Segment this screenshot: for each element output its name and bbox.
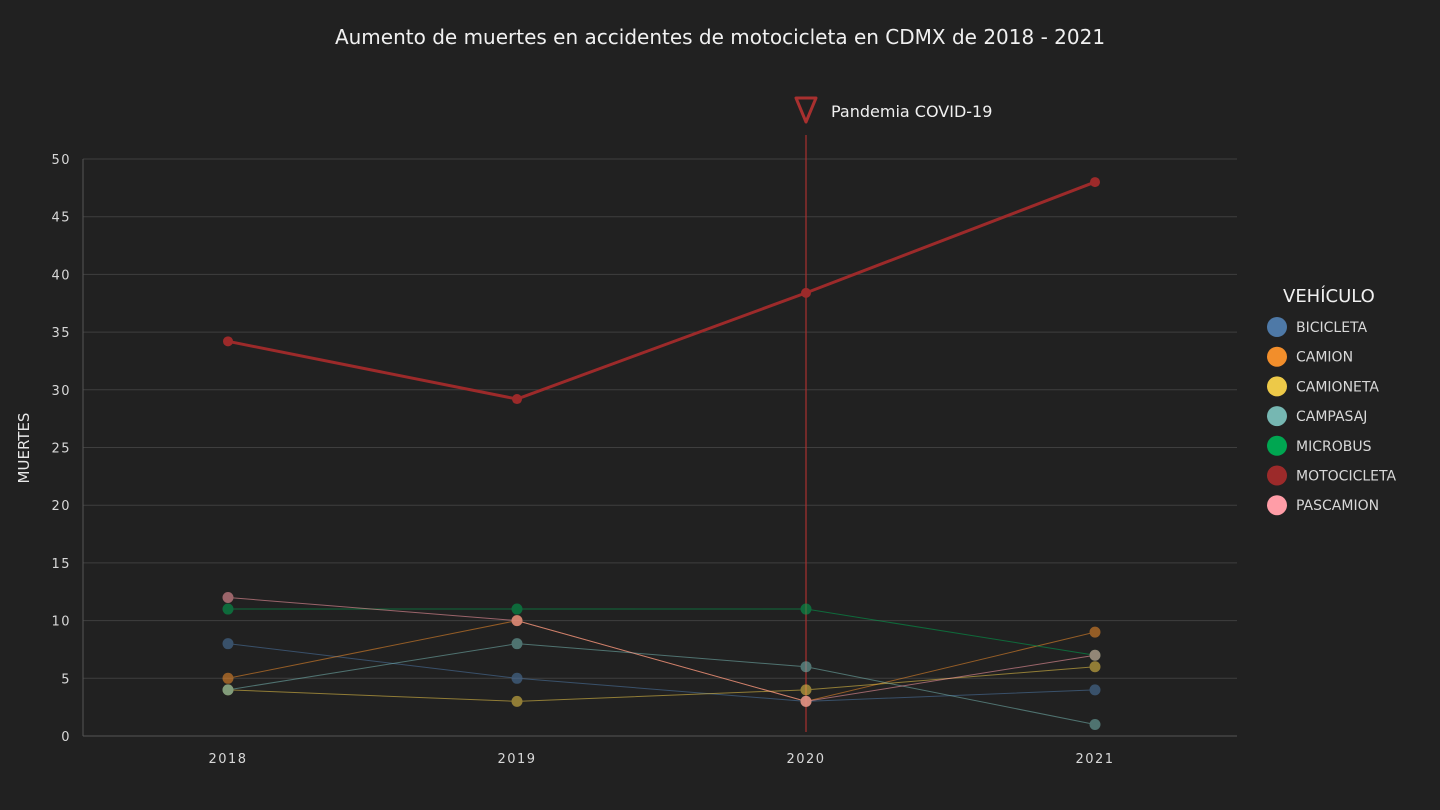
data-point [222, 684, 234, 696]
y-tick-label: 25 [51, 442, 71, 457]
data-point [801, 287, 811, 298]
y-axis-title: MUERTES [15, 413, 33, 484]
y-tick-label: 5 [61, 672, 71, 687]
annotation-label: Pandemia COVID-19 [831, 102, 992, 121]
legend-item-label: PASCAMION [1296, 498, 1379, 514]
data-point [511, 672, 523, 684]
x-tick-label: 2020 [786, 752, 825, 767]
legend-item-label: CAMIONETA [1296, 379, 1379, 395]
data-point [223, 336, 233, 347]
legend-swatch [1267, 435, 1287, 456]
data-point [800, 695, 812, 707]
data-point [511, 603, 523, 615]
legend-swatch [1267, 495, 1287, 516]
data-point [512, 394, 522, 405]
legend: VEHÍCULO BICICLETA CAMION CAMIONETA CAMPASA… [1267, 285, 1396, 516]
data-point [1089, 661, 1101, 673]
data-point [1089, 649, 1101, 661]
data-point [800, 684, 812, 696]
data-point [1089, 718, 1101, 730]
legend-item-label: BICICLETA [1296, 320, 1368, 336]
series-line [227, 643, 1096, 725]
data-point [222, 638, 234, 650]
data-point [511, 695, 523, 707]
grid: 0 5 10 15 20 25 30 35 40 45 50 2018 2019 2020 2021 [51, 153, 1237, 767]
series-line [227, 597, 1096, 702]
x-tick-label: 2021 [1075, 752, 1114, 767]
y-tick-label: 35 [51, 326, 71, 341]
y-tick-label: 20 [51, 499, 71, 514]
legend-swatch [1267, 465, 1287, 486]
y-tick-label: 30 [51, 384, 71, 399]
data-point [222, 603, 234, 615]
y-tick-label: 45 [51, 211, 71, 226]
legend-swatch [1267, 317, 1287, 337]
legend-swatch [1267, 346, 1287, 367]
legend-title: VEHÍCULO [1283, 285, 1375, 307]
series-bicicleta [222, 638, 1101, 707]
legend-item-label: CAMPASAJ [1296, 409, 1367, 425]
covid-annotation: Pandemia COVID-19 [794, 96, 992, 732]
y-tick-label: 50 [51, 153, 71, 168]
data-point [800, 661, 812, 673]
data-point [511, 615, 523, 627]
y-tick-label: 15 [51, 557, 71, 572]
data-point [800, 603, 812, 615]
series-pascamion [222, 592, 1101, 707]
series-microbus [222, 603, 1101, 661]
legend-item-label: CAMION [1296, 350, 1353, 366]
legend-item-label: MOTOCICLETA [1296, 469, 1396, 485]
y-tick-label: 40 [51, 268, 71, 283]
legend-swatch [1267, 406, 1287, 427]
data-point [1089, 626, 1101, 638]
series-line [227, 180, 1096, 401]
series-layer [222, 177, 1101, 730]
data-point [1090, 177, 1100, 188]
series-motocicleta [223, 177, 1100, 405]
series-campasaj [222, 638, 1101, 730]
series-camioneta [222, 661, 1101, 707]
y-tick-label: 10 [51, 615, 71, 630]
data-point [1089, 684, 1101, 696]
series-line [228, 608, 1096, 656]
x-tick-label: 2019 [497, 752, 536, 767]
series-line [227, 666, 1096, 702]
data-point [511, 638, 523, 650]
chart-title: Aumento de muertes en accidentes de moto… [335, 25, 1105, 49]
legend-item-label: MICROBUS [1296, 439, 1372, 455]
triangle-down-icon [794, 96, 818, 124]
legend-swatch [1267, 376, 1287, 397]
data-point [222, 592, 234, 604]
x-tick-label: 2018 [208, 752, 247, 767]
y-tick-label: 0 [61, 730, 71, 745]
data-point [222, 672, 234, 684]
